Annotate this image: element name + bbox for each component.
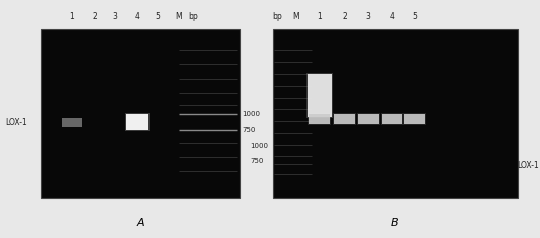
Bar [125, 113, 150, 131]
Bar [381, 113, 403, 125]
Bar [404, 114, 425, 124]
Text: 5: 5 [412, 12, 417, 21]
Text: 5: 5 [155, 12, 160, 21]
Text: 4: 4 [389, 12, 395, 21]
Bar [309, 114, 330, 124]
Text: M: M [293, 12, 299, 21]
Bar [306, 73, 333, 118]
Text: 1000: 1000 [242, 111, 260, 117]
Bar [334, 114, 355, 124]
Bar [40, 29, 240, 198]
Text: 1: 1 [318, 12, 322, 21]
Text: B: B [390, 218, 398, 228]
Bar [126, 114, 148, 130]
Text: 750: 750 [242, 127, 255, 133]
Text: LOX-1: LOX-1 [5, 118, 27, 127]
Bar [308, 113, 331, 125]
Text: 750: 750 [250, 158, 264, 164]
Text: A: A [137, 218, 144, 228]
Text: 3: 3 [112, 12, 118, 21]
Bar [333, 113, 356, 125]
Bar [308, 74, 332, 117]
Bar [357, 113, 380, 125]
Text: bp: bp [188, 12, 198, 21]
Text: bp: bp [272, 12, 282, 21]
Bar [62, 118, 82, 127]
Bar [273, 29, 518, 198]
Text: LOX-1: LOX-1 [517, 161, 539, 170]
Bar [403, 113, 426, 125]
Text: 1: 1 [70, 12, 74, 21]
Bar [382, 114, 402, 124]
Text: 2: 2 [342, 12, 347, 21]
Text: 2: 2 [92, 12, 97, 21]
Text: 1000: 1000 [250, 143, 268, 149]
Bar [358, 114, 379, 124]
Text: 3: 3 [366, 12, 371, 21]
Text: M: M [175, 12, 181, 21]
Text: 4: 4 [134, 12, 140, 21]
